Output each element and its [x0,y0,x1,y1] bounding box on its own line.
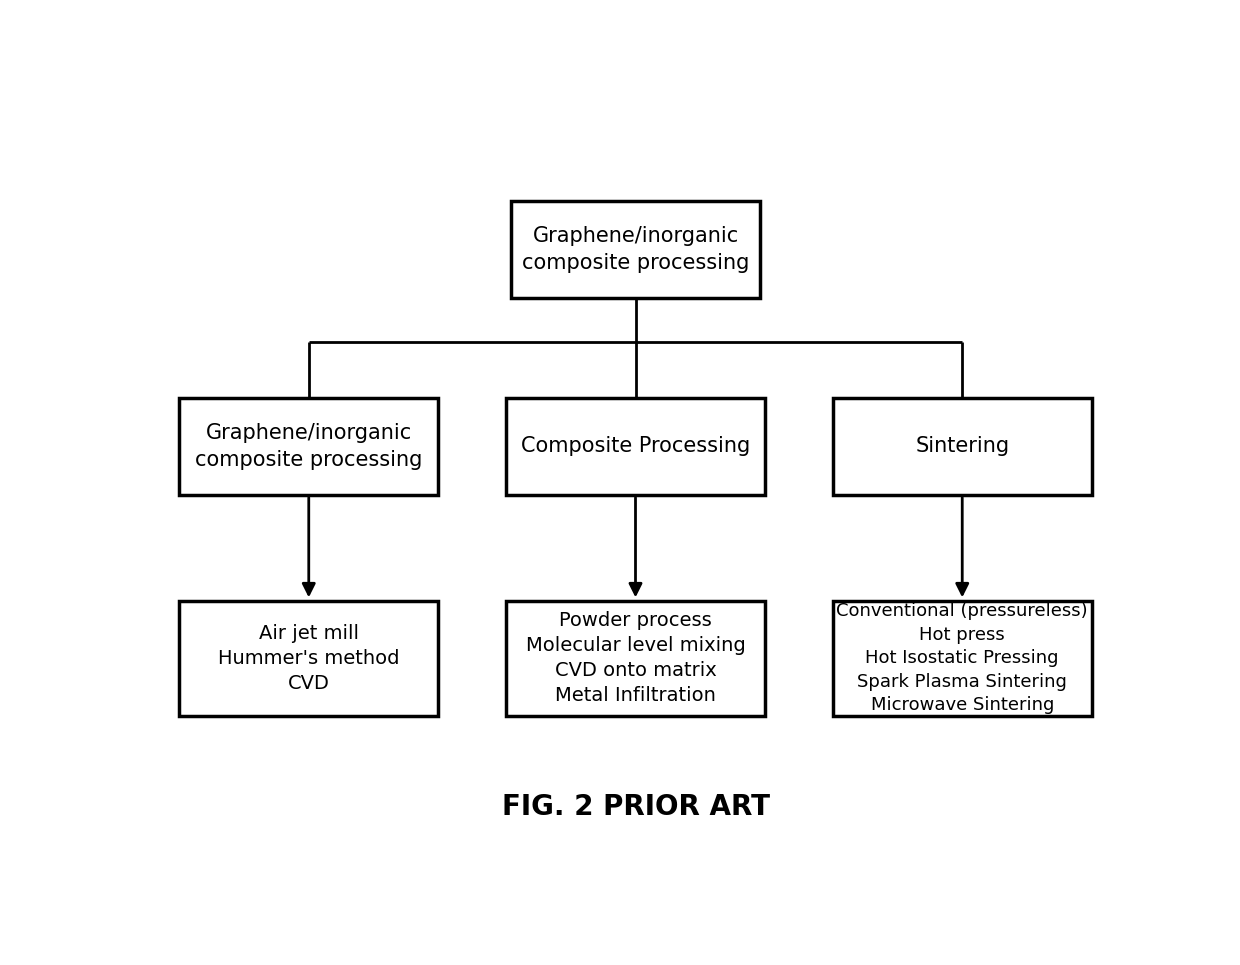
FancyBboxPatch shape [832,600,1092,716]
Text: FIG. 2 PRIOR ART: FIG. 2 PRIOR ART [501,793,770,821]
Text: Graphene/inorganic
composite processing: Graphene/inorganic composite processing [195,424,423,470]
Text: Conventional (pressureless)
Hot press
Hot Isostatic Pressing
Spark Plasma Sinter: Conventional (pressureless) Hot press Ho… [837,602,1087,714]
FancyBboxPatch shape [506,600,765,716]
Text: Graphene/inorganic
composite processing: Graphene/inorganic composite processing [522,227,749,273]
FancyBboxPatch shape [179,399,439,495]
Text: Air jet mill
Hummer's method
CVD: Air jet mill Hummer's method CVD [218,623,399,693]
FancyBboxPatch shape [511,202,760,298]
FancyBboxPatch shape [179,600,439,716]
Text: Composite Processing: Composite Processing [521,436,750,456]
FancyBboxPatch shape [832,399,1092,495]
Text: Powder process
Molecular level mixing
CVD onto matrix
Metal Infiltration: Powder process Molecular level mixing CV… [526,611,745,705]
FancyBboxPatch shape [506,399,765,495]
Text: Sintering: Sintering [915,436,1009,456]
